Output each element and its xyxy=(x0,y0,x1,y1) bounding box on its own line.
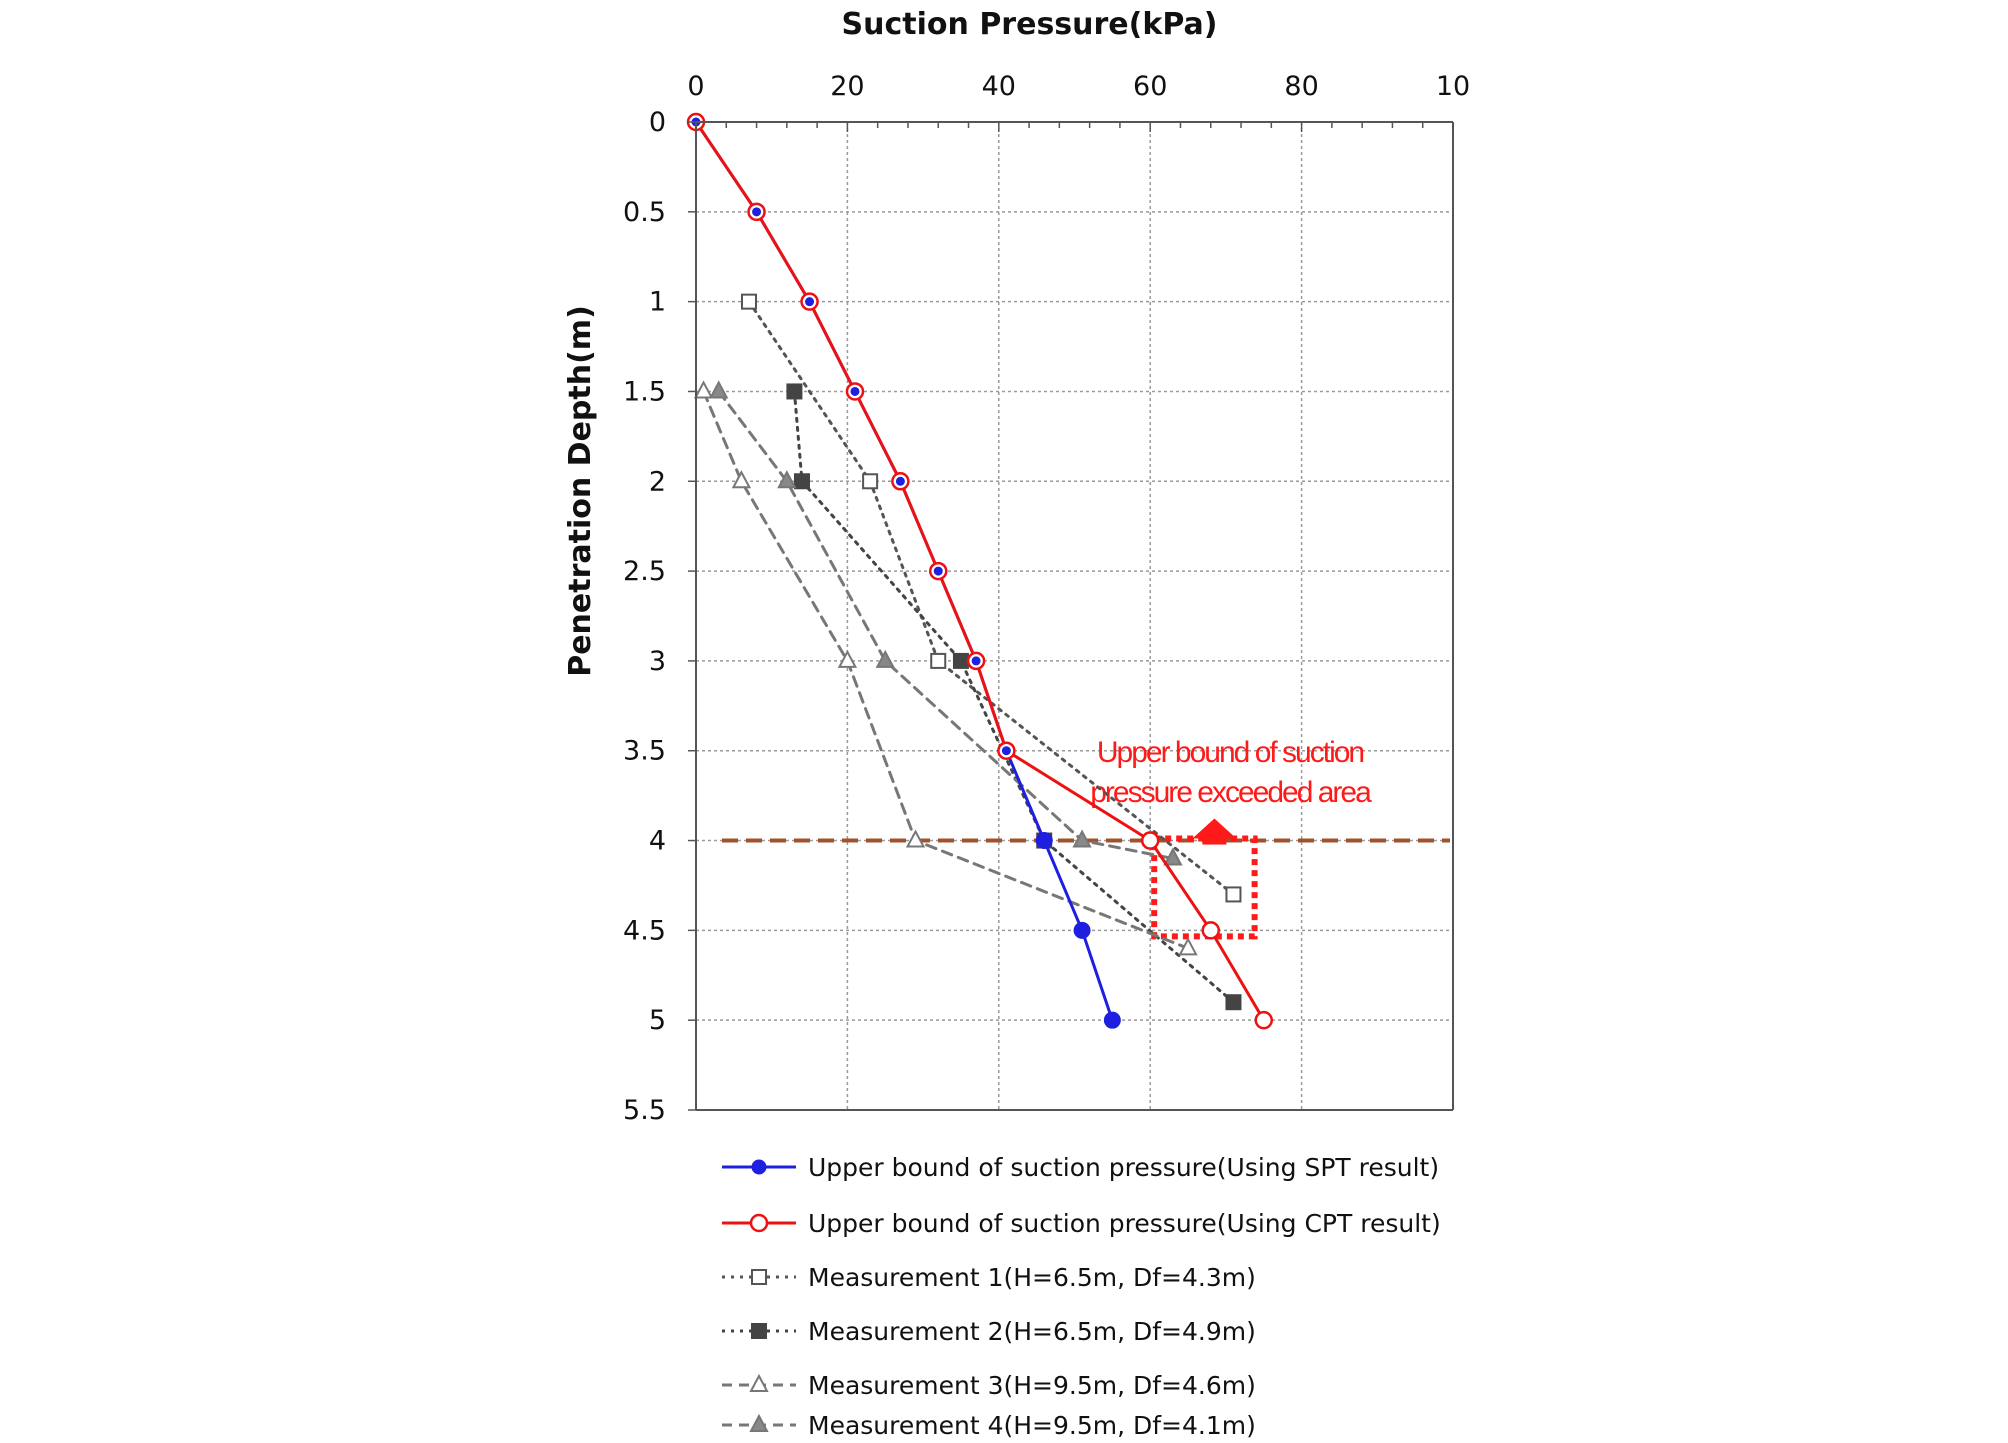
y-tick-label: 2 xyxy=(649,466,666,497)
y-tick-label: 3 xyxy=(649,646,666,677)
legend-item-1: Upper bound of suction pressure(Using SP… xyxy=(722,1153,1439,1182)
legend-layer: Upper bound of suction pressure(Using SP… xyxy=(722,1153,1441,1440)
series-2-point-core xyxy=(752,207,762,217)
legend-item-2: Upper bound of suction pressure(Using CP… xyxy=(722,1209,1441,1238)
series-4-point xyxy=(1225,994,1242,1011)
legend-label: Measurement 1(H=6.5m, Df=4.3m) xyxy=(808,1263,1256,1292)
legend-swatch-marker xyxy=(751,1323,767,1339)
series-2-point-core xyxy=(895,476,905,486)
annotation-line-1: Upper bound of suction xyxy=(1097,736,1364,769)
legend-label: Measurement 3(H=9.5m, Df=4.6m) xyxy=(808,1371,1256,1400)
y-tick-label: 2.5 xyxy=(623,556,666,587)
series-1-point xyxy=(1035,832,1053,850)
x-tick-label: 20 xyxy=(830,71,864,102)
annotation-arrow xyxy=(1192,818,1237,839)
series-2-point xyxy=(1140,831,1160,850)
series-5-point xyxy=(837,649,858,668)
series-3-point xyxy=(1225,886,1242,903)
series-2-point xyxy=(1254,1010,1273,1030)
legend-item-3: Measurement 1(H=6.5m, Df=4.3m) xyxy=(722,1263,1256,1292)
legend-swatch-marker xyxy=(749,1373,769,1392)
x-tick-label: 0 xyxy=(687,71,704,102)
series-2-point-core xyxy=(971,656,981,666)
legend-label: Measurement 2(H=6.5m, Df=4.9m) xyxy=(808,1317,1256,1346)
series-2-point-core xyxy=(933,566,943,576)
series-6-line xyxy=(717,390,1175,860)
series-6-point xyxy=(777,470,797,489)
y-tick-label: 0.5 xyxy=(623,197,666,228)
legend-item-6: Measurement 4(H=9.5m, Df=4.1m) xyxy=(722,1411,1256,1440)
annotation-line-2: pressure exceeded area xyxy=(1090,776,1372,809)
series-5-point xyxy=(693,380,714,399)
series-6 xyxy=(709,380,1183,866)
legend-swatch-marker xyxy=(751,1269,767,1285)
legend-swatch-marker xyxy=(749,1413,769,1432)
series-2-point-core xyxy=(850,386,860,396)
legend-label: Upper bound of suction pressure(Using CP… xyxy=(808,1209,1441,1238)
x-axis-title: Suction Pressure(kPa) xyxy=(842,7,1218,42)
grid-layer xyxy=(696,122,1453,1110)
series-5 xyxy=(693,380,1198,956)
series-5-line xyxy=(702,390,1190,950)
series-4-line xyxy=(792,390,1235,1004)
annotation-layer: Upper bound of suction pressure exceeded … xyxy=(1090,736,1374,940)
series-4-point xyxy=(952,652,969,669)
series-2 xyxy=(686,112,1273,1030)
series-4-point xyxy=(793,473,810,490)
annotation-arrow-stem xyxy=(1202,836,1227,845)
y-tick-label: 0 xyxy=(649,107,666,138)
x-tick-label: 10 xyxy=(1436,71,1470,102)
y-tick-label: 1.5 xyxy=(623,376,666,407)
y-axis-title: Penetration Depth(m) xyxy=(563,305,598,677)
x-tick-label: 60 xyxy=(1133,71,1167,102)
series-6-point xyxy=(1163,847,1183,866)
x-tick-label: 80 xyxy=(1284,71,1318,102)
legend-item-5: Measurement 3(H=9.5m, Df=4.6m) xyxy=(722,1371,1256,1400)
series-3-point xyxy=(740,293,757,310)
series-6-point xyxy=(1072,829,1092,848)
series-5-point xyxy=(905,829,926,848)
y-tick-label: 4 xyxy=(649,826,666,857)
series-5-point xyxy=(1178,937,1198,956)
legend-label: Upper bound of suction pressure(Using SP… xyxy=(808,1153,1439,1182)
legend-swatch-marker xyxy=(751,1159,767,1175)
series-1-point xyxy=(1103,1011,1121,1029)
y-tick-label: 5.5 xyxy=(623,1095,666,1126)
series-4-point xyxy=(786,383,803,400)
series-1-point xyxy=(1073,921,1091,939)
y-tick-label: 5 xyxy=(649,1005,666,1036)
series-4 xyxy=(786,383,1242,1011)
y-tick-label: 3.5 xyxy=(623,736,666,767)
x-tick-label: 40 xyxy=(982,71,1016,102)
y-tick-label: 4.5 xyxy=(623,915,666,946)
series-3-point xyxy=(862,473,879,490)
series-6-point xyxy=(709,380,729,399)
series-2-point-core xyxy=(1001,746,1011,756)
series-5-point xyxy=(731,470,752,489)
series-2-point xyxy=(1201,921,1221,940)
legend-swatch-marker xyxy=(749,1213,769,1233)
axis-layer: 0 20 40 60 80 1000.511.522.533.544.555.5Sucti… xyxy=(563,7,1470,1126)
series-3-line xyxy=(747,300,1235,896)
series-layer xyxy=(686,112,1273,1030)
series-3 xyxy=(740,293,1242,903)
series-6-point xyxy=(875,649,895,668)
series-3-point xyxy=(930,652,947,669)
y-tick-label: 1 xyxy=(649,287,666,318)
series-2-point-core xyxy=(805,297,815,307)
legend-label: Measurement 4(H=9.5m, Df=4.1m) xyxy=(808,1411,1256,1440)
legend-item-4: Measurement 2(H=6.5m, Df=4.9m) xyxy=(722,1317,1256,1346)
